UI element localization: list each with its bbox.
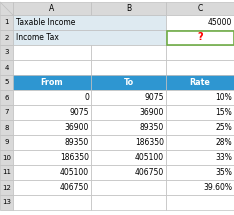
Bar xyxy=(166,45,234,60)
Bar xyxy=(0,75,13,90)
Text: 28%: 28% xyxy=(215,138,232,147)
Text: 10: 10 xyxy=(2,155,11,161)
Bar xyxy=(13,120,91,135)
Text: 11: 11 xyxy=(2,169,11,175)
Text: 9075: 9075 xyxy=(145,93,164,102)
Bar xyxy=(91,150,166,165)
Bar xyxy=(13,105,91,120)
Bar xyxy=(0,180,13,195)
Bar xyxy=(0,90,13,105)
Text: 2: 2 xyxy=(4,34,9,40)
Text: 1: 1 xyxy=(4,20,9,26)
Text: 405100: 405100 xyxy=(60,168,89,177)
Bar xyxy=(166,15,234,30)
Text: 186350: 186350 xyxy=(135,138,164,147)
Text: 89350: 89350 xyxy=(65,138,89,147)
Text: 25%: 25% xyxy=(215,123,232,132)
Bar xyxy=(13,75,91,90)
Bar xyxy=(0,165,13,180)
Bar xyxy=(91,45,166,60)
Bar xyxy=(166,30,234,45)
Bar xyxy=(166,135,234,150)
Bar xyxy=(0,150,13,165)
Bar xyxy=(13,15,166,30)
Bar xyxy=(91,120,166,135)
Bar xyxy=(13,135,91,150)
Text: 7: 7 xyxy=(4,109,9,115)
Text: Taxable Income: Taxable Income xyxy=(16,18,75,27)
Text: 406750: 406750 xyxy=(60,183,89,192)
Text: A: A xyxy=(49,4,55,13)
Text: 5: 5 xyxy=(4,80,9,86)
Text: 35%: 35% xyxy=(215,168,232,177)
Bar xyxy=(13,60,91,75)
Text: 33%: 33% xyxy=(215,153,232,162)
Text: 8: 8 xyxy=(4,124,9,131)
Text: B: B xyxy=(126,4,131,13)
Bar xyxy=(91,165,166,180)
Bar xyxy=(0,30,13,45)
Bar xyxy=(13,150,91,165)
Text: 10%: 10% xyxy=(215,93,232,102)
Text: To: To xyxy=(124,78,134,87)
Bar xyxy=(0,120,13,135)
Bar xyxy=(91,2,166,15)
Bar xyxy=(13,90,91,105)
Bar xyxy=(166,105,234,120)
Text: 12: 12 xyxy=(2,184,11,190)
Text: C: C xyxy=(197,4,203,13)
Bar xyxy=(91,75,166,90)
Bar xyxy=(166,90,234,105)
Text: Income Tax: Income Tax xyxy=(16,33,59,42)
Bar xyxy=(166,195,234,210)
Text: 4: 4 xyxy=(4,64,9,71)
Text: 406750: 406750 xyxy=(135,168,164,177)
Text: 15%: 15% xyxy=(215,108,232,117)
Bar xyxy=(13,180,91,195)
Text: ?: ? xyxy=(197,32,203,43)
Bar xyxy=(91,60,166,75)
Bar xyxy=(0,135,13,150)
Bar xyxy=(166,165,234,180)
Text: 36900: 36900 xyxy=(65,123,89,132)
Text: 13: 13 xyxy=(2,200,11,206)
Bar xyxy=(0,60,13,75)
Bar xyxy=(13,165,91,180)
Bar xyxy=(167,31,234,45)
Text: 6: 6 xyxy=(4,95,9,100)
Bar xyxy=(0,45,13,60)
Text: 36900: 36900 xyxy=(140,108,164,117)
Bar xyxy=(166,60,234,75)
Bar xyxy=(0,105,13,120)
Bar xyxy=(13,2,91,15)
Text: 39.60%: 39.60% xyxy=(203,183,232,192)
Bar xyxy=(0,195,13,210)
Bar xyxy=(166,75,234,90)
Text: 0: 0 xyxy=(84,93,89,102)
Bar xyxy=(13,30,166,45)
Bar xyxy=(13,45,91,60)
Bar xyxy=(91,180,166,195)
Text: 89350: 89350 xyxy=(140,123,164,132)
Text: From: From xyxy=(41,78,63,87)
Text: 186350: 186350 xyxy=(60,153,89,162)
Text: 3: 3 xyxy=(4,49,9,55)
Bar xyxy=(0,15,13,30)
Bar xyxy=(91,195,166,210)
Text: 45000: 45000 xyxy=(208,18,232,27)
Bar xyxy=(0,2,13,15)
Text: 405100: 405100 xyxy=(135,153,164,162)
Bar xyxy=(166,2,234,15)
Bar xyxy=(166,150,234,165)
Text: 9: 9 xyxy=(4,140,9,146)
Bar xyxy=(13,195,91,210)
Bar xyxy=(91,135,166,150)
Bar xyxy=(91,90,166,105)
Text: Rate: Rate xyxy=(190,78,210,87)
Bar xyxy=(91,105,166,120)
Text: 9075: 9075 xyxy=(69,108,89,117)
Bar xyxy=(166,180,234,195)
Bar xyxy=(166,120,234,135)
